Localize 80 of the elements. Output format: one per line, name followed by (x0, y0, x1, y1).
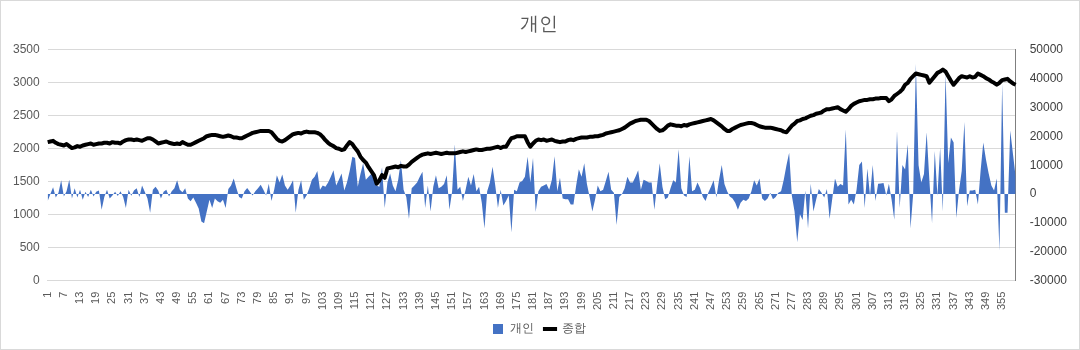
legend-label: 개인 (510, 321, 534, 336)
x-tick-label: 259 (736, 291, 749, 311)
x-tick-label: 349 (979, 291, 992, 311)
x-tick-label: 151 (445, 291, 458, 311)
x-tick-label: 277 (784, 291, 797, 311)
x-tick-label: 31 (121, 291, 134, 304)
y2-tick-label: -20000 (1029, 244, 1068, 259)
x-tick-label: 193 (558, 291, 571, 311)
x-tick-label: 343 (962, 291, 975, 311)
x-tick-label: 271 (768, 291, 781, 311)
legend-label: 종합 (562, 321, 586, 336)
y-tick-label: 3500 (12, 42, 41, 57)
x-tick-label: 37 (137, 291, 150, 304)
y2-tick-label: 40000 (1029, 70, 1064, 85)
x-tick-label: 181 (526, 291, 539, 311)
y2-tick-label: -10000 (1029, 215, 1068, 230)
y-tick-label: 2000 (12, 141, 41, 156)
x-tick-label: 265 (752, 291, 765, 311)
x-tick-label: 319 (898, 291, 911, 311)
x-tick-label: 331 (930, 291, 943, 311)
x-tick-label: 121 (364, 291, 377, 311)
y-tick-label: 2500 (12, 108, 41, 123)
x-tick-label: 145 (428, 291, 441, 311)
x-tick-label: 73 (234, 291, 247, 304)
y2-tick-label: 50000 (1029, 42, 1064, 57)
x-tick-label: 301 (849, 291, 862, 311)
x-tick-label: 109 (331, 291, 344, 311)
y-tick-label: 3000 (12, 75, 41, 90)
y-tick-label: 1500 (12, 174, 41, 189)
x-tick-label: 43 (153, 291, 166, 304)
x-tick-label: 91 (283, 291, 296, 304)
x-tick-label: 79 (251, 291, 264, 304)
x-tick-label: 253 (720, 291, 733, 311)
x-tick-label: 211 (606, 291, 619, 310)
x-tick-label: 205 (590, 291, 603, 311)
x-tick-label: 97 (299, 291, 312, 304)
x-tick-label: 61 (202, 291, 215, 304)
x-tick-label: 313 (881, 291, 894, 311)
y-tick-label: 500 (19, 239, 41, 254)
x-tick-label: 139 (412, 291, 425, 311)
x-tick-label: 235 (671, 291, 684, 311)
x-tick-label: 295 (833, 291, 846, 311)
x-tick-label: 175 (509, 291, 522, 311)
y-tick-label: 0 (33, 272, 41, 287)
x-tick-label: 13 (73, 291, 86, 304)
x-tick-label: 217 (623, 291, 636, 311)
x-tick-label: 163 (477, 291, 490, 311)
x-tick-label: 19 (89, 291, 102, 304)
x-tick-label: 187 (542, 291, 555, 311)
x-tick-label: 55 (186, 291, 199, 304)
x-tick-label: 325 (914, 291, 927, 311)
x-tick-label: 7 (56, 291, 69, 298)
y2-tick-label: 0 (1029, 186, 1037, 201)
x-tick-label: 241 (687, 291, 700, 311)
x-tick-label: 223 (639, 291, 652, 311)
x-tick-label: 133 (396, 291, 409, 311)
chart-title: 개인 (520, 12, 558, 34)
x-tick-label: 229 (655, 291, 668, 311)
y2-tick-label: 30000 (1029, 99, 1064, 114)
x-tick-label: 103 (315, 291, 328, 311)
x-tick-label: 289 (817, 291, 830, 311)
y2-tick-label: 10000 (1029, 157, 1064, 172)
x-tick-label: 127 (380, 291, 393, 311)
x-tick-label: 1 (40, 291, 53, 298)
x-tick-label: 25 (105, 291, 118, 304)
y2-tick-label: -30000 (1029, 272, 1068, 287)
x-tick-label: 283 (801, 291, 814, 311)
x-tick-label: 169 (493, 291, 506, 311)
x-tick-label: 85 (267, 291, 280, 304)
x-tick-label: 307 (865, 291, 878, 311)
y2-tick-label: 20000 (1029, 128, 1064, 143)
x-tick-label: 115 (348, 291, 361, 310)
x-tick-label: 199 (574, 291, 587, 311)
y-tick-label: 1000 (12, 207, 41, 221)
x-tick-label: 157 (461, 291, 474, 311)
x-tick-label: 355 (995, 291, 1008, 311)
x-tick-label: 67 (218, 291, 231, 304)
x-tick-label: 337 (946, 291, 959, 311)
x-tick-label: 49 (170, 291, 183, 304)
x-tick-label: 247 (703, 291, 716, 311)
